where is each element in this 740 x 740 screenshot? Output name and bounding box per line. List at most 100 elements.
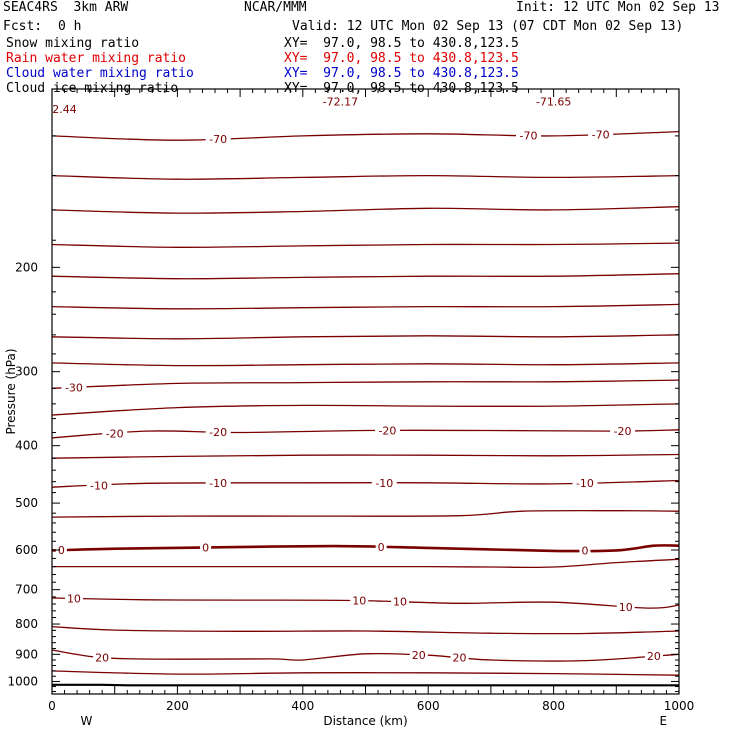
contour-label-bg [610, 424, 636, 437]
contour-label-bg [64, 592, 83, 605]
contour-label: -10 [90, 479, 108, 492]
contour-label: -20 [614, 425, 632, 438]
init-time: Init: 12 UTC Mon 02 Sep 13 [516, 0, 720, 15]
contour-label-bg [450, 651, 469, 664]
contour-label: -70 [209, 133, 227, 146]
y-tick-label: 500 [15, 496, 38, 510]
contour-line--20 [52, 429, 679, 439]
contour-label: 20 [95, 652, 109, 665]
contour-label-bg [86, 479, 112, 492]
contour-label: 20 [647, 650, 661, 663]
contour-label-bg [205, 426, 231, 439]
contour-label: -20 [209, 426, 227, 439]
fcst-label: Fcst: [3, 19, 43, 34]
contour-label: 0 [202, 541, 209, 554]
contour-label-bg [616, 600, 635, 613]
contour-line-20 [52, 649, 679, 662]
contour-label: -10 [209, 477, 227, 490]
contour-line--50 [52, 273, 679, 280]
field-snow-xy: XY= 97.0, 98.5 to 430.8,123.5 [284, 36, 519, 51]
contour-line--30 [52, 379, 679, 389]
contour-label-bg [644, 650, 663, 663]
contour-group: -70 -70 -70 -30 -20 -20 -20 -20 -10 -10 -10 -10 0 0 0 0… [52, 128, 679, 687]
x-tick-label: 200 [166, 699, 189, 713]
x-end-label-west: W [81, 714, 93, 728]
contour-line--60 [52, 206, 679, 214]
contour-label: -20 [378, 424, 396, 437]
y-tick-label: 1000 [7, 674, 38, 688]
contour-label: 10 [67, 592, 81, 605]
y-tick-label: 700 [15, 583, 38, 597]
contour-label-bg [371, 476, 397, 489]
y-tick-label: 800 [15, 617, 38, 631]
contour-line-25 [52, 670, 679, 676]
contour-label: -10 [375, 477, 393, 490]
model-title: SEAC4RS 3km ARW [3, 0, 129, 15]
contour-label-bg [572, 477, 598, 490]
contour-label: -30 [65, 381, 83, 394]
contour-label-bg [374, 424, 400, 437]
field-cloud-water-name: Cloud water mixing ratio [6, 66, 194, 81]
y-tick-label: 400 [15, 439, 38, 453]
y-tick-label: 300 [15, 365, 38, 379]
contour-label: 20 [453, 652, 467, 665]
contour-label-bg [55, 544, 67, 557]
y-axis-title: Pressure (hPa) [4, 348, 18, 434]
contour-line--65 [52, 174, 679, 180]
field-rain-xy: XY= 97.0, 98.5 to 430.8,123.5 [284, 51, 519, 66]
contour-label-bg [390, 595, 409, 608]
contour-label-bg [350, 594, 369, 607]
contour-label: 10 [619, 601, 633, 614]
x-tick-label: 800 [542, 699, 565, 713]
fcst-value: 0 h [58, 19, 82, 34]
contour-label-bg [200, 541, 212, 554]
org-label: NCAR/MMM [244, 0, 307, 15]
y-tick-label: 200 [15, 260, 38, 274]
contour-label: 0 [58, 544, 65, 557]
contour-label-bg [205, 132, 231, 145]
contour-line--25 [52, 403, 679, 416]
extreme-value-label: 2.44 [52, 103, 77, 116]
x-end-label-east: E [660, 714, 668, 728]
contour-label-bg [375, 540, 387, 553]
x-tick-label: 1000 [664, 699, 695, 713]
contour-label: 20 [412, 649, 426, 662]
contour-line-5 [52, 558, 679, 569]
contour-line--5 [52, 509, 679, 518]
contour-label: 0 [581, 545, 588, 558]
contour-label-bg [516, 129, 542, 142]
contour-line--15 [52, 453, 679, 459]
contour-label: -70 [592, 128, 610, 141]
x-tick-label: 0 [48, 699, 56, 713]
contour-label: 0 [378, 541, 385, 554]
contour-line--40 [52, 334, 679, 340]
contour-line--35 [52, 362, 679, 367]
y-tick-label: 900 [15, 647, 38, 661]
contour-label-bg [409, 648, 428, 661]
surface-line [52, 683, 679, 687]
field-rain-name: Rain water mixing ratio [6, 51, 187, 66]
valid-time: Valid: 12 UTC Mon 02 Sep 13 (07 CDT Mon … [292, 19, 684, 34]
field-snow-name: Snow mixing ratio [6, 36, 140, 51]
contour-label: -10 [576, 477, 594, 490]
contour-label-bg [579, 544, 591, 557]
y-tick-label: 600 [15, 543, 38, 557]
contour-line--55 [52, 242, 679, 248]
contour-label-bg [205, 477, 231, 490]
contour-label: 10 [352, 595, 366, 608]
contour-line--45 [52, 303, 679, 310]
contour-label-bg [588, 128, 614, 141]
contour-line-0 [52, 544, 679, 553]
contour-label: -20 [106, 427, 124, 440]
contour-label-bg [102, 427, 128, 440]
x-axis-title: Distance (km) [323, 714, 407, 728]
contour-label: -70 [520, 129, 538, 142]
x-tick-label: 600 [417, 699, 440, 713]
contour-label-bg [61, 381, 87, 394]
extreme-value-label: -72.17 [323, 96, 358, 109]
contour-label-bg [93, 651, 112, 664]
contour-line--70 [52, 130, 679, 141]
x-tick-label: 400 [291, 699, 314, 713]
